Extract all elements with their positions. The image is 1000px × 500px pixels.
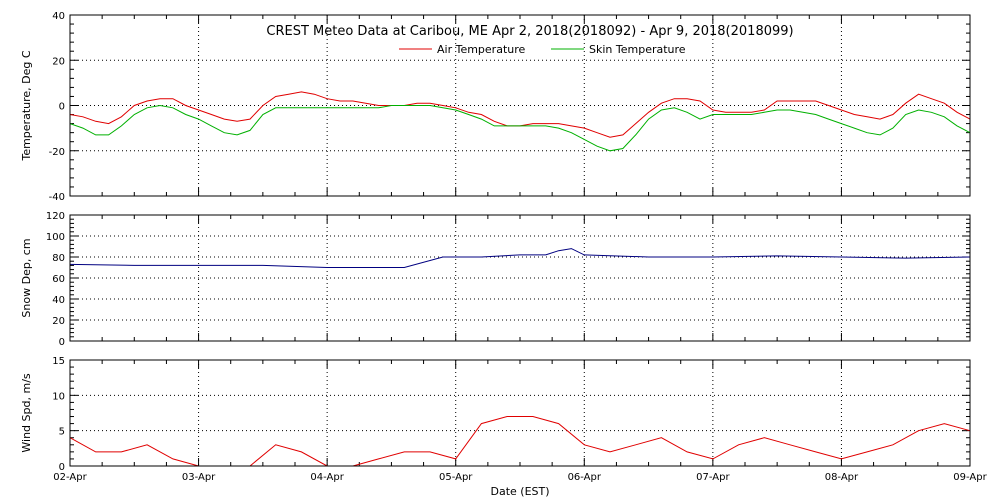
y-tick-label: 15 <box>52 356 65 367</box>
y-tick-label: 40 <box>52 11 65 22</box>
series-line-0 <box>69 248 971 268</box>
y-axis-title: Snow Dep, cm <box>20 238 33 317</box>
panel-1: 120 100 80 60 40 20 0 Snow Dep, cm <box>20 211 971 348</box>
series-line-0 <box>69 91 971 138</box>
legend: Air Temperature Skin Temperature <box>399 43 686 56</box>
y-tick-label: -20 <box>49 147 65 158</box>
series-line-1 <box>69 104 971 152</box>
plot-frame <box>69 214 971 342</box>
y-axis-title: Temperature, Deg C <box>20 50 33 161</box>
x-tick-label: 02-Apr <box>53 472 87 483</box>
y-tick-label: 40 <box>52 295 65 306</box>
x-tick-label: 06-Apr <box>568 472 602 483</box>
panel-2: 15 10 5 0 Wind Spd, m/s <box>20 356 971 473</box>
y-tick-label: 0 <box>59 462 65 473</box>
x-tick-label: 05-Apr <box>439 472 473 483</box>
y-tick-label: 60 <box>52 274 65 285</box>
y-tick-label: 0 <box>59 102 65 113</box>
y-tick-label: 120 <box>46 211 65 222</box>
y-tick-label: 5 <box>59 427 65 438</box>
y-axis-title: Wind Spd, m/s <box>20 373 33 453</box>
y-tick-label: 100 <box>46 232 65 243</box>
y-tick-label: 20 <box>52 316 65 327</box>
x-axis-title: Date (EST) <box>490 485 549 498</box>
y-tick-label: 80 <box>52 253 65 264</box>
plot-frame <box>69 359 971 467</box>
legend-skin-label: Skin Temperature <box>589 43 686 56</box>
plot-frame <box>69 14 971 197</box>
x-tick-label: 03-Apr <box>182 472 216 483</box>
y-tick-label: -40 <box>49 192 65 203</box>
y-tick-label: 10 <box>52 391 65 402</box>
x-tick-label: 07-Apr <box>696 472 730 483</box>
y-tick-label: 20 <box>52 56 65 67</box>
panel-0: 40 20 0 -20 -40 Temperature, Deg C <box>20 11 971 203</box>
series-line-0 <box>69 416 971 467</box>
y-tick-label: 0 <box>59 337 65 348</box>
legend-air-label: Air Temperature <box>437 43 526 56</box>
x-tick-label: 04-Apr <box>310 472 344 483</box>
x-tick-label: 08-Apr <box>825 472 859 483</box>
chart-title: CREST Meteo Data at Caribou, ME Apr 2, 2… <box>266 24 793 39</box>
x-tick-label: 09-Apr <box>953 472 987 483</box>
